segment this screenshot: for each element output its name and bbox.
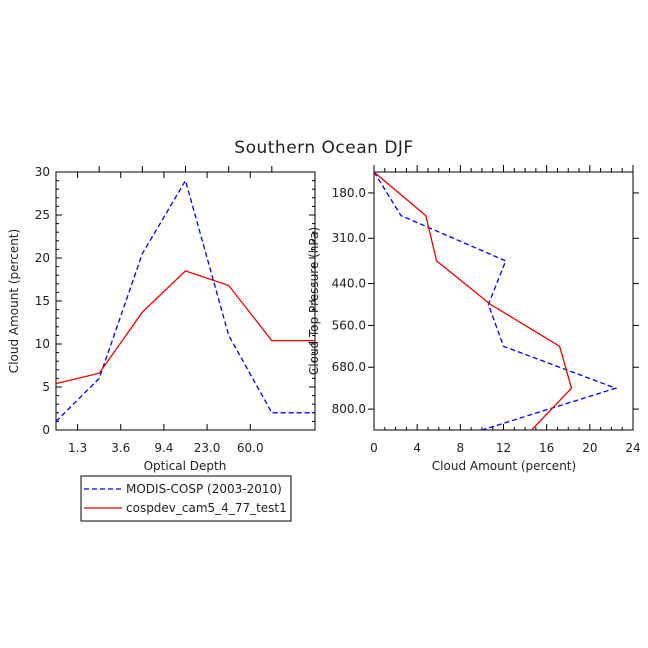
right-x-tick-label: 4	[413, 441, 421, 455]
legend-label-cam: cospdev_cam5_4_77_test1	[126, 501, 287, 515]
legend-label-modis: MODIS-COSP (2003-2010)	[126, 482, 282, 496]
right-axis-ticks: 0 4 8 12 16 20 24 180.0 310.0 440.0 560.0 680.0 800.…	[332, 165, 641, 455]
left-y-tick-label: 15	[35, 294, 50, 308]
left-y-tick-label: 5	[42, 380, 50, 394]
right-plot-frame	[373, 171, 634, 431]
left-series-group	[56, 178, 315, 422]
right-y-tick-label: 680.0	[332, 360, 366, 374]
right-y-tick-label: 560.0	[332, 318, 366, 332]
right-x-tick-label: 12	[496, 441, 511, 455]
right-series-group	[374, 172, 618, 430]
left-series-modis-line	[56, 178, 315, 422]
left-plot-frame	[55, 171, 316, 431]
left-panel-optical-depth: 0 5 10 15 20 25 30 1.3 3.6 9.4 23.0 60.0 Optical De…	[7, 165, 316, 473]
left-y-tick-label: 25	[35, 208, 50, 222]
right-x-tick-label: 0	[370, 441, 378, 455]
left-x-tick-label: 23.0	[194, 441, 221, 455]
left-x-tick-label: 9.4	[154, 441, 173, 455]
right-y-tick-label: 440.0	[332, 277, 366, 291]
right-y-tick-label: 800.0	[332, 402, 366, 416]
right-x-tick-label: 20	[582, 441, 597, 455]
left-y-tick-label: 20	[35, 251, 50, 265]
left-x-tick-label: 60.0	[237, 441, 264, 455]
legend-box	[80, 475, 292, 522]
right-x-tick-label: 8	[457, 441, 465, 455]
legend: MODIS-COSP (2003-2010) cospdev_cam5_4_77…	[80, 475, 292, 522]
right-x-axis-label: Cloud Amount (percent)	[432, 459, 576, 473]
right-panel-cloud-top-pressure: 0 4 8 12 16 20 24 180.0 310.0 440.0 560.0 680.0 800.…	[307, 165, 641, 473]
right-series-modis-line	[374, 172, 618, 430]
right-x-tick-label: 16	[539, 441, 554, 455]
right-y-tick-label: 180.0	[332, 186, 366, 200]
left-y-tick-label: 30	[35, 165, 50, 179]
left-x-tick-label: 3.6	[111, 441, 130, 455]
right-y-axis-label: Cloud Top Pressure (hPa)	[307, 227, 321, 375]
right-x-tick-label: 24	[625, 441, 640, 455]
left-axis-ticks: 0 5 10 15 20 25 30 1.3 3.6 9.4 23.0 60.0	[35, 165, 315, 455]
left-y-axis-label: Cloud Amount (percent)	[7, 229, 21, 373]
right-y-tick-label: 310.0	[332, 231, 366, 245]
left-y-tick-label: 0	[42, 423, 50, 437]
chart-title: Southern Ocean DJF	[234, 138, 413, 158]
right-series-cam-line	[374, 172, 573, 430]
left-series-cam-line	[56, 270, 315, 385]
left-y-tick-label: 10	[35, 337, 50, 351]
left-x-axis-label: Optical Depth	[144, 459, 227, 473]
left-x-tick-label: 1.3	[68, 441, 87, 455]
